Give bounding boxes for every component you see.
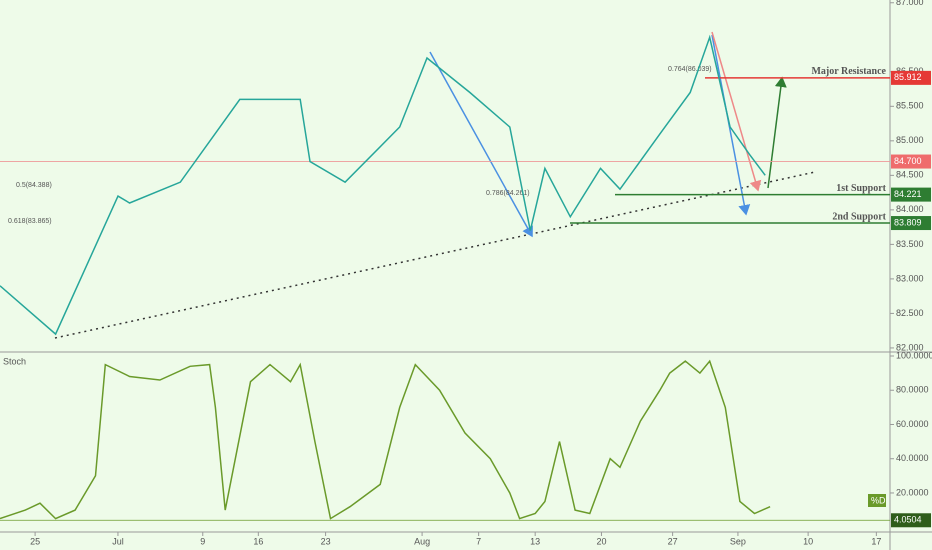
y-tick-label: 100.0000 — [896, 350, 932, 360]
fib-label: 0.786(84.261) — [486, 190, 530, 197]
fib-label: 0.5(84.388) — [16, 182, 52, 189]
price-tag — [891, 187, 931, 202]
x-tick-label: Aug — [414, 536, 430, 546]
y-tick-label: 60.0000 — [896, 419, 929, 429]
price-tag — [891, 154, 931, 169]
x-tick-label: Jul — [112, 536, 124, 546]
arrow — [429, 51, 533, 238]
value-tag-label: 4.0504 — [894, 515, 922, 525]
y-tick-label: 40.0000 — [896, 453, 929, 463]
stoch-title: Stoch — [3, 356, 26, 366]
arrow — [767, 76, 787, 189]
y-tick-label: 80.0000 — [896, 385, 929, 395]
y-tick-label: 84.000 — [896, 204, 924, 214]
y-tick-label: 85.000 — [896, 135, 924, 145]
price-tag-label: 83.809 — [894, 217, 922, 227]
fib-label: 0.764(86.039) — [668, 66, 712, 73]
x-tick-label: 10 — [803, 536, 813, 546]
legend-label: %D — [871, 495, 886, 505]
y-tick-label: 82.000 — [896, 342, 924, 352]
price-tag-label: 85.912 — [894, 72, 922, 82]
x-tick-label: 25 — [30, 536, 40, 546]
x-tick-label: 16 — [253, 536, 263, 546]
price-tag-label: 84.221 — [894, 189, 922, 199]
x-tick-label: 23 — [321, 536, 331, 546]
y-tick-label: 84.500 — [896, 170, 924, 180]
price-tag — [891, 216, 931, 231]
value-tag — [891, 513, 931, 528]
x-tick-label: 13 — [530, 536, 540, 546]
y-tick-label: 87.000 — [896, 0, 924, 7]
y-tick-label: 82.500 — [896, 308, 924, 318]
y-tick-label: 83.500 — [896, 239, 924, 249]
price-tag-label: 84.700 — [894, 156, 922, 166]
y-tick-label: 83.000 — [896, 273, 924, 283]
y-tick-label: 20.0000 — [896, 487, 929, 497]
x-tick-label: 7 — [476, 536, 481, 546]
legend-box — [868, 494, 886, 507]
trend-line — [54, 171, 816, 339]
x-tick-label: 9 — [200, 536, 205, 546]
x-tick-label: 27 — [668, 536, 678, 546]
level-name: 2nd Support — [832, 211, 886, 222]
series-line — [0, 359, 771, 520]
price-tag — [891, 70, 931, 85]
arrow — [711, 31, 762, 192]
x-tick-label: 20 — [596, 536, 606, 546]
level-name: 1st Support — [836, 183, 886, 194]
x-tick-label: 17 — [871, 536, 881, 546]
series-line — [0, 34, 766, 336]
fib-label: 0.618(83.865) — [8, 218, 52, 225]
x-tick-label: Sep — [730, 536, 746, 546]
level-name: Major Resistance — [811, 66, 886, 77]
y-tick-label: 85.500 — [896, 101, 924, 111]
